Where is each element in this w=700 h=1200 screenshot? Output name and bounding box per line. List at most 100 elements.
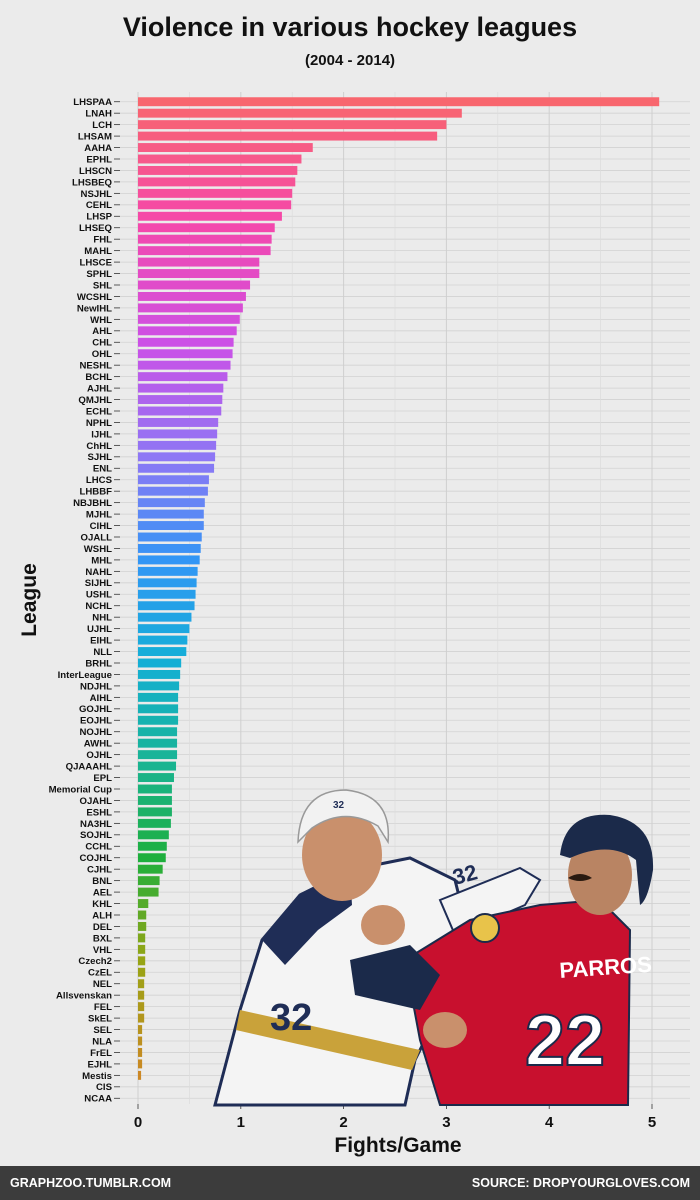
y-tick-label: NCHL — [85, 601, 112, 612]
y-tick-label: SPHL — [86, 269, 112, 280]
bar-ahl — [138, 326, 237, 336]
footer-credit: GRAPHZOO.TUMBLR.COM — [10, 1176, 172, 1190]
y-tick-label: NewIHL — [77, 303, 112, 314]
bar-cihl — [138, 521, 204, 531]
bar-newihl — [138, 303, 243, 313]
left-player-head — [302, 809, 382, 901]
bar-chhl — [138, 440, 217, 450]
bar-qmjhl — [138, 395, 223, 405]
bar-alh — [138, 910, 147, 920]
y-tick-label: BXL — [93, 933, 112, 944]
bar-sel — [138, 1025, 143, 1035]
y-tick-labels: LHSPAALNAHLCHLHSAMAAHAEPHLLHSCNLHSBEQNSJ… — [49, 97, 120, 1105]
bar-sjhl — [138, 452, 216, 462]
bar-nla — [138, 1036, 143, 1046]
y-tick-label: FHL — [93, 235, 112, 246]
bar-nphl — [138, 417, 219, 427]
bar-sojhl — [138, 830, 169, 840]
y-tick-label: MJHL — [86, 509, 112, 520]
y-tick-label: LHSEQ — [79, 223, 113, 234]
bar-brhl — [138, 658, 182, 668]
y-tick-label: Allsvenskan — [56, 991, 112, 1002]
right-jersey-number: 22 — [525, 1001, 605, 1081]
y-tick-label: AJHL — [87, 383, 112, 394]
y-tick-label: LHCS — [86, 475, 113, 486]
bar-bchl — [138, 372, 228, 382]
y-tick-label: NLL — [93, 647, 112, 658]
bar-ohl — [138, 349, 233, 359]
y-tick-label: ALH — [92, 910, 112, 921]
chart-area: LHSPAALNAHLCHLHSAMAAHAEPHLLHSCNLHSBEQNSJ… — [18, 92, 690, 1157]
left-player-stripe — [236, 1010, 420, 1070]
bars-group — [138, 97, 660, 1080]
bar-nchl — [138, 601, 195, 611]
y-tick-label: Mestis — [82, 1071, 112, 1082]
y-tick-label: LHSAM — [78, 131, 112, 142]
bar-mahl — [138, 246, 271, 256]
y-tick-label: NLA — [92, 1036, 112, 1047]
y-tick-label: CCHL — [85, 842, 112, 853]
y-tick-label: USHL — [86, 590, 112, 601]
bar-eihl — [138, 635, 188, 645]
y-tick-label: Czech2 — [78, 956, 112, 967]
y-axis-label: League — [18, 563, 41, 637]
y-tick-label: AWHL — [84, 739, 112, 750]
bar-bnl — [138, 876, 160, 886]
right-player-helmet — [560, 814, 654, 905]
y-tick-label: NA3HL — [80, 819, 112, 830]
y-tick-label: OHL — [92, 349, 112, 360]
y-tick-label: AHL — [92, 326, 112, 337]
x-axis-label: Fights/Game — [334, 1134, 461, 1157]
y-tick-label: LHSPAA — [73, 97, 112, 108]
y-tick-label: CHL — [92, 338, 112, 349]
bar-nhl — [138, 612, 192, 622]
bar-vhl — [138, 944, 146, 954]
chart-title: Violence in various hockey leagues — [122, 12, 578, 42]
bar-lhbbf — [138, 486, 208, 496]
y-tick-label: LNAH — [85, 109, 112, 120]
bar-ojhl — [138, 750, 178, 760]
bar-nsjhl — [138, 188, 293, 198]
y-tick-label: EPL — [93, 773, 112, 784]
y-tick-label: ENL — [93, 464, 112, 475]
right-player-mustache — [568, 874, 592, 881]
y-tick-label: SHL — [93, 280, 112, 291]
bar-ojahl — [138, 795, 172, 805]
y-tick-label: VHL — [93, 945, 112, 956]
fist-left — [361, 905, 405, 945]
bar-lhsbeq — [138, 177, 296, 187]
y-tick-label: ESHL — [86, 807, 112, 818]
bar-na3hl — [138, 818, 171, 828]
bar-khl — [138, 899, 149, 909]
y-tick-label: BRHL — [85, 658, 112, 669]
bar-ojall — [138, 532, 202, 542]
y-tick-label: LCH — [92, 120, 112, 131]
bar-cojhl — [138, 853, 166, 863]
x-tick-label: 2 — [339, 1114, 347, 1131]
y-tick-label: SJHL — [87, 452, 112, 463]
y-tick-label: Memorial Cup — [49, 784, 113, 795]
bar-epl — [138, 773, 174, 783]
y-tick-label: LHSP — [86, 212, 112, 223]
y-tick-label: EOJHL — [80, 716, 112, 727]
bar-sijhl — [138, 578, 197, 588]
y-tick-label: WSHL — [84, 544, 112, 555]
x-tick-label: 4 — [545, 1114, 554, 1131]
y-tick-label: BCHL — [85, 372, 112, 383]
y-tick-label: LHBBF — [79, 487, 112, 498]
y-tick-label: NHL — [92, 613, 112, 624]
left-player-helmet — [297, 789, 390, 845]
bar-ejhl — [138, 1059, 143, 1069]
bar-ephl — [138, 154, 302, 164]
y-tick-label: CIS — [96, 1082, 113, 1093]
y-tick-label: QMJHL — [78, 395, 112, 406]
y-tick-label: CIHL — [90, 521, 113, 532]
fist-right — [423, 1012, 467, 1048]
y-tick-label: OJALL — [81, 532, 113, 543]
bar-cchl — [138, 841, 167, 851]
bar-czech2 — [138, 956, 146, 966]
y-tick-label: ChHL — [86, 441, 112, 452]
bar-whl — [138, 314, 240, 324]
bar-allsvenskan — [138, 990, 145, 1000]
y-tick-label: FEL — [94, 1002, 112, 1013]
